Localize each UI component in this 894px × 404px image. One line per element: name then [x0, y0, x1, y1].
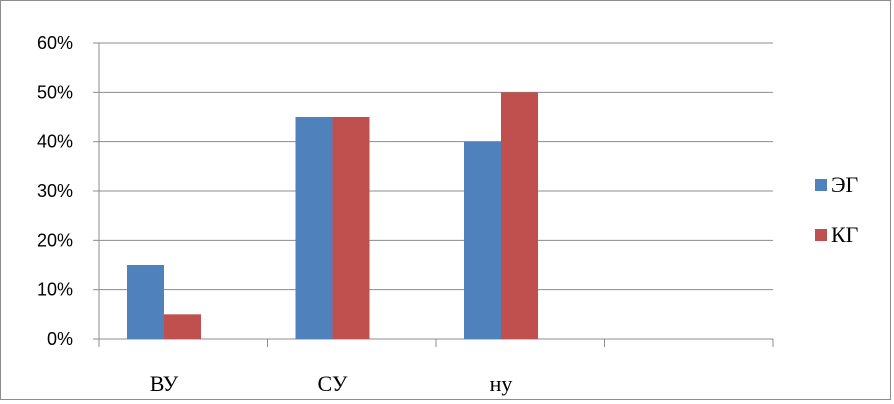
x-tick-label: ВУ — [150, 371, 179, 396]
bar-ЭГ-СУ — [295, 117, 333, 339]
y-tick-label: 30% — [37, 181, 73, 201]
legend-label: ЭГ — [831, 172, 859, 197]
x-tick-label: ну — [490, 371, 513, 396]
y-tick-label: 60% — [37, 33, 73, 53]
bar-ЭГ-ну — [464, 141, 501, 339]
legend-label: КГ — [831, 222, 859, 247]
y-tick-label: 0% — [47, 329, 73, 349]
bar-КГ-ну — [501, 92, 538, 339]
legend-swatch — [815, 229, 827, 241]
y-tick-label: 10% — [37, 280, 73, 300]
bar-ЭГ-ВУ — [127, 265, 164, 339]
bar-КГ-СУ — [332, 117, 370, 339]
y-tick-label: 20% — [37, 230, 73, 250]
bar-КГ-ВУ — [164, 314, 201, 339]
legend-swatch — [815, 179, 827, 191]
x-tick-label: СУ — [318, 371, 348, 396]
y-tick-label: 40% — [37, 132, 73, 152]
y-tick-label: 50% — [37, 82, 73, 102]
